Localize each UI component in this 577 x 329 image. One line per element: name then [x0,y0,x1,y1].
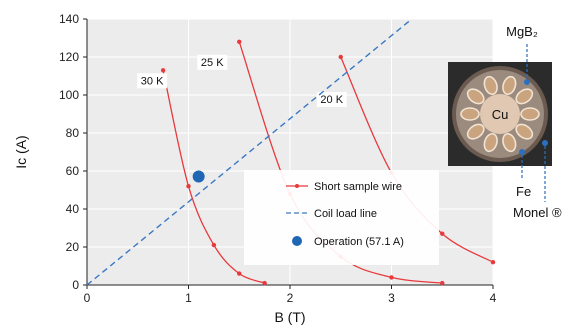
inset-annotations: MgB₂ Fe Monel ® [506,24,562,220]
mgb2-filament [502,75,517,96]
y-tick-label: 0 [72,278,79,292]
mgb2-filament [483,132,498,153]
legend-load-line-label: Coil load line [314,208,377,220]
mgb2-filament [466,88,485,105]
x-tick-label: 3 [388,291,395,305]
short-sample-point-25k [389,275,394,280]
short-sample-curve-30k [162,70,265,284]
short-sample-point-20k [338,54,343,60]
legend: Short sample wire Coil load line Operati… [244,170,439,265]
mgb2-filament [502,132,517,153]
mgb2-filament [515,123,534,140]
mgb2-pointer-dot [524,79,530,85]
short-sample-point-30k [237,271,242,276]
y-tick-label: 120 [59,50,79,64]
y-tick-label: 60 [66,164,80,178]
mgb2-filament [466,123,485,140]
y-axis-label: Ic (A) [13,135,29,168]
temperature-label-bg [137,73,168,89]
wire-cross-section-inset: Cu [448,62,552,166]
legend-short-sample-label: Short sample wire [314,181,402,193]
legend-operation-dot [292,236,302,246]
short-sample-point-30k [186,184,191,189]
y-tick-label: 100 [59,88,79,102]
axes [86,19,493,286]
copper-core [480,94,520,134]
legend-operation-label: Operation (57.1 A) [314,236,404,248]
short-sample-point-30k [160,68,166,73]
y-tick-label: 20 [66,240,80,254]
short-sample-point-20k [490,260,496,265]
short-sample-point-25k [237,39,242,44]
short-sample-point-30k [211,242,217,248]
mgb2-filament [520,107,540,121]
temperature-label-bg [197,54,228,70]
temperature-label-bg [316,92,347,107]
short-sample-point-25k [440,280,445,286]
temperature-label-30k: 30 K [141,75,164,87]
x-tick-label: 2 [287,291,294,305]
x-axis-label: B (T) [274,309,305,325]
fe-pointer-dot [519,149,525,155]
mgb2-filaments [460,75,540,153]
mgb2-filament [515,88,534,105]
monel-pointer-dot [542,140,548,146]
temperature-label-20k: 20 K [320,94,343,106]
operation-point [192,170,205,183]
fe-label: Fe [516,184,531,199]
x-tick-label: 0 [84,291,91,305]
mgb2-filament [460,107,480,121]
x-tick-label: 4 [490,291,497,305]
legend-short-sample-marker [295,184,299,188]
series-layer: 30 K 25 K 20 K [86,18,496,286]
short-sample-point-30k [262,280,267,286]
y-tick-label: 40 [66,202,80,216]
mgb2-filament [483,75,498,96]
mgb2-label: MgB₂ [506,24,538,39]
temperature-label-25k: 25 K [201,57,224,69]
x-tick-label: 1 [185,291,192,305]
monel-label: Monel ® [513,205,562,220]
short-sample-point-20k [440,231,445,236]
copper-core-label: Cu [492,107,509,122]
y-tick-label: 140 [59,12,79,26]
y-tick-label: 80 [66,126,80,140]
legend-box [244,170,439,265]
